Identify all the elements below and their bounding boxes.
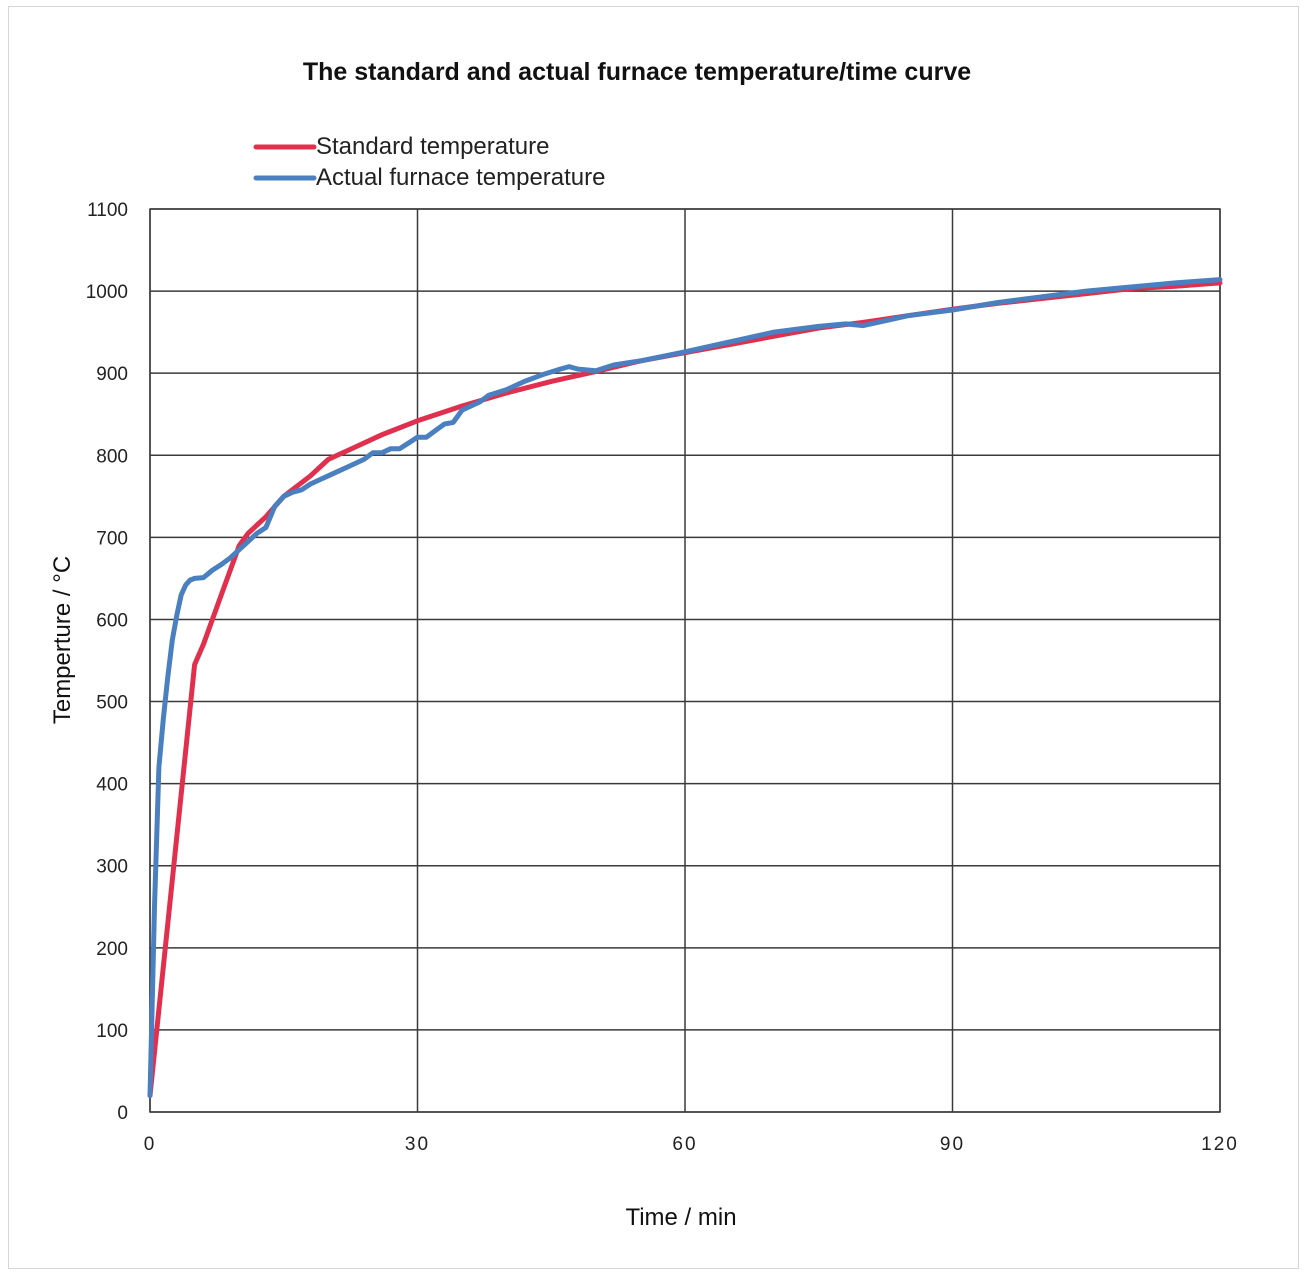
x-tick-label: 30 xyxy=(405,1134,430,1155)
y-tick-label: 1000 xyxy=(86,282,128,303)
y-tick-label: 700 xyxy=(96,528,128,549)
y-tick-label: 200 xyxy=(96,939,128,960)
y-tick-label: 800 xyxy=(96,446,128,467)
y-tick-label: 300 xyxy=(96,857,128,878)
legend-label-actual: Actual furnace temperature xyxy=(316,164,606,191)
y-tick-label: 100 xyxy=(96,1021,128,1042)
chart-frame xyxy=(8,6,1299,1269)
grid xyxy=(149,208,1221,1113)
y-tick-label: 400 xyxy=(96,775,128,796)
y-axis-ticks: 0 100 200 300 400 500 600 700 800 900 1000 1100 xyxy=(86,200,128,1124)
legend-label-standard: Standard temperature xyxy=(316,133,549,160)
x-tick-label: 120 xyxy=(1201,1134,1239,1155)
y-tick-label: 1100 xyxy=(87,200,128,221)
y-tick-label: 900 xyxy=(96,364,128,385)
series-line-actual xyxy=(147,277,1223,1099)
y-tick-label: 600 xyxy=(96,610,128,631)
x-axis-ticks: 0 30 60 90 120 xyxy=(144,1134,1239,1155)
series-lines xyxy=(147,277,1223,1099)
legend: Standard temperature Actual furnace temp… xyxy=(253,133,606,191)
y-tick-label: 500 xyxy=(96,693,128,714)
x-axis-label: Time / min xyxy=(625,1204,736,1231)
x-tick-label: 0 xyxy=(144,1134,157,1155)
x-tick-label: 60 xyxy=(672,1134,697,1155)
chart-title: The standard and actual furnace temperat… xyxy=(303,58,971,86)
x-tick-label: 90 xyxy=(940,1134,965,1155)
y-axis-label: Temperture / °C xyxy=(49,556,76,724)
y-tick-label: 0 xyxy=(117,1103,128,1124)
